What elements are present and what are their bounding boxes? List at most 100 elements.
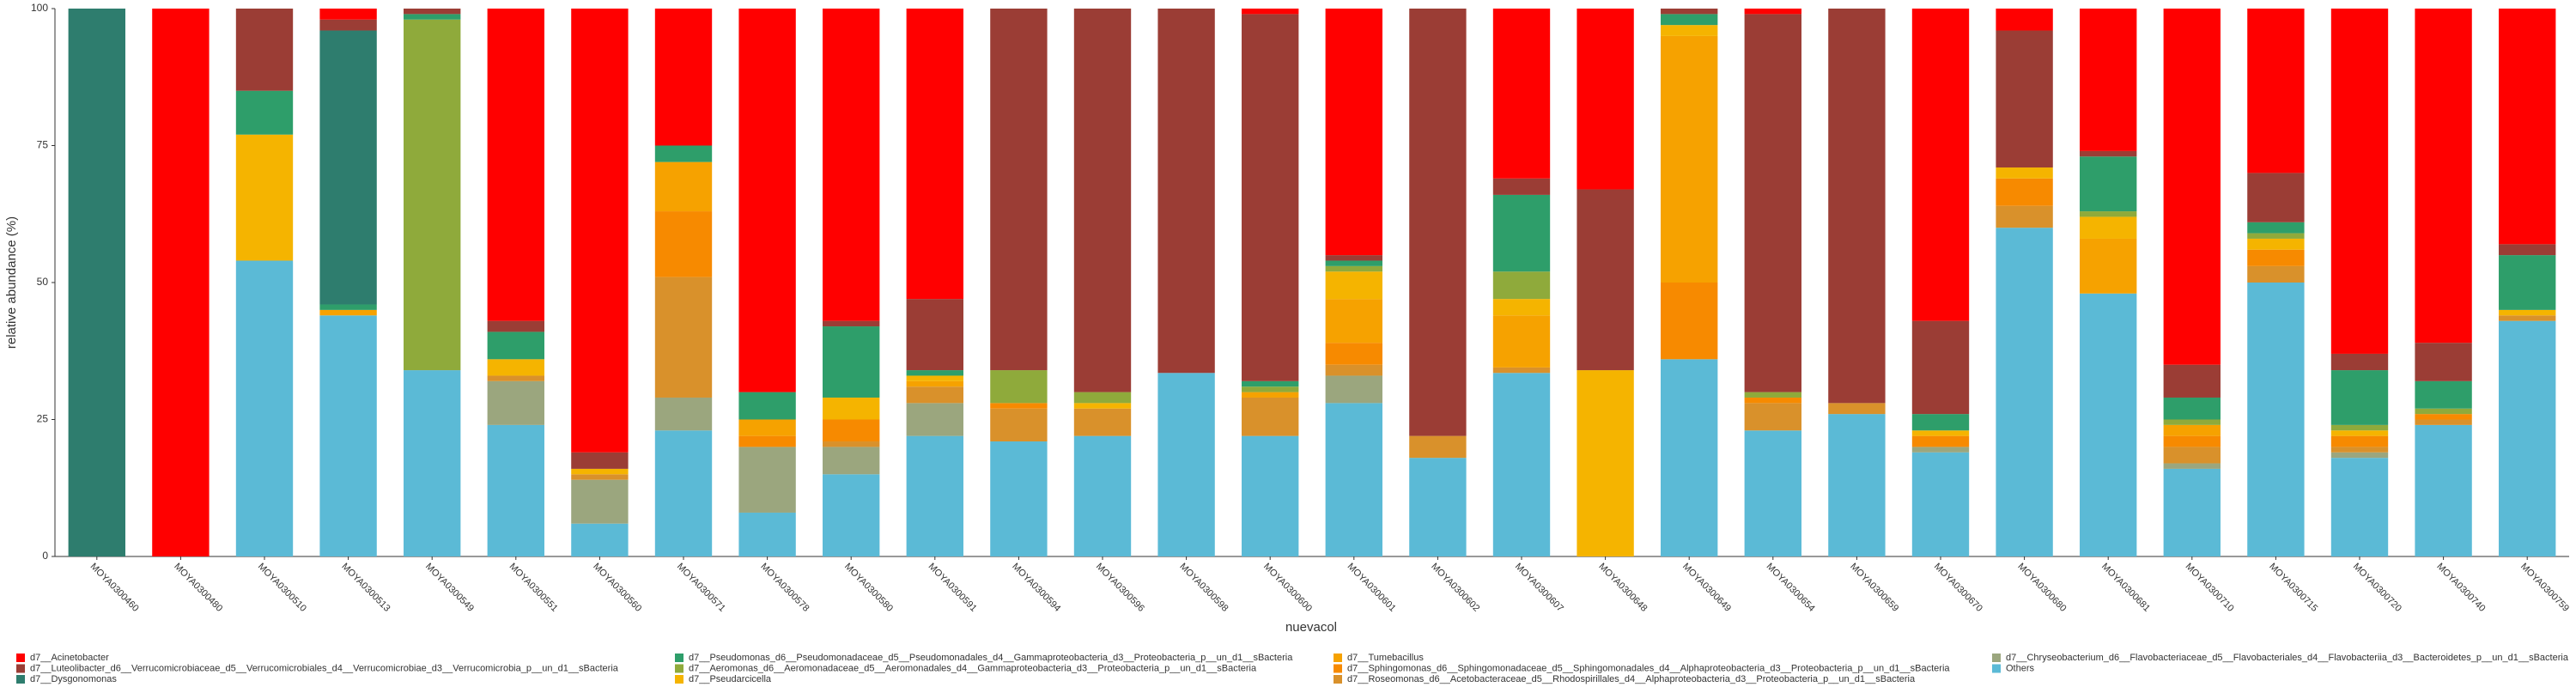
bar-segment	[823, 474, 880, 556]
bar-segment	[2080, 156, 2137, 212]
legend-swatch	[675, 675, 683, 684]
legend-label: d7__Aeromonas_d6__Aeromonadaceae_d5__Aer…	[689, 663, 1257, 673]
y-tick-label: 0	[42, 550, 48, 562]
bar-segment	[1157, 9, 1215, 374]
bar-segment	[2330, 370, 2389, 425]
bar-segment	[654, 9, 713, 146]
bar-segment	[654, 161, 713, 212]
bar-segment	[823, 441, 880, 447]
bar-segment	[1828, 9, 1886, 404]
bar-segment	[906, 375, 963, 381]
legend-label: Others	[2006, 663, 2035, 673]
bar-segment	[906, 386, 963, 404]
legend-label: d7__Pseudomonas_d6__Pseudomonadaceae_d5_…	[689, 653, 1293, 663]
bar-segment	[571, 474, 629, 480]
bar-segment	[1744, 9, 1801, 15]
bar-segment	[1492, 178, 1551, 195]
bar-segment	[1996, 30, 2053, 168]
bar-segment	[1242, 14, 1299, 381]
bar-segment	[1073, 9, 1132, 392]
bar-segment	[2163, 364, 2221, 398]
bar-segment	[1325, 299, 1382, 344]
bar-segment	[1661, 35, 1718, 283]
bar-segment	[2330, 435, 2389, 447]
bar-segment	[235, 90, 294, 135]
legend-swatch	[1334, 675, 1342, 684]
bar-segment	[2415, 343, 2472, 381]
bar-segment	[1661, 283, 1718, 360]
bar-segment	[487, 375, 544, 381]
bar-segment	[2163, 397, 2221, 420]
bar-segment	[1492, 373, 1551, 556]
bar-segment	[2080, 293, 2137, 556]
bar-segment	[1744, 397, 1801, 404]
bar-segment	[2499, 315, 2556, 321]
bar-segment	[152, 9, 210, 556]
bar-segment	[654, 397, 713, 431]
bar-segment	[1325, 255, 1382, 261]
bar-segment	[571, 468, 629, 475]
legend-swatch	[16, 654, 25, 662]
bar-segment	[319, 304, 377, 310]
bar-segment	[2163, 419, 2221, 425]
bar-segment	[571, 9, 629, 453]
bar-segment	[1325, 343, 1382, 365]
bar-segment	[2080, 216, 2137, 239]
legend-label: d7__Sphingomonas_d6__Sphingomonadaceae_d…	[1347, 663, 1950, 673]
bar-segment	[571, 523, 629, 556]
legend-label: d7__Dysgonomonas	[30, 674, 117, 684]
bar-segment	[404, 19, 461, 371]
bar-segment	[1242, 435, 1299, 556]
bar-segment	[319, 9, 377, 20]
bar-segment	[487, 380, 544, 425]
legend-label: d7__Roseomonas_d6__Acetobacteraceae_d5__…	[1347, 674, 1916, 684]
bar-segment	[1325, 265, 1382, 272]
bar-segment	[2163, 9, 2221, 365]
bar-segment	[1577, 9, 1634, 190]
bar-segment	[571, 479, 629, 524]
bar-segment	[738, 392, 796, 420]
bar-segment	[1325, 271, 1382, 300]
bar-segment	[2330, 458, 2389, 556]
bar-segment	[990, 370, 1048, 404]
bar-segment	[1661, 14, 1718, 26]
bar-segment	[2163, 424, 2221, 436]
legend-swatch	[1334, 664, 1342, 673]
bar-segment	[1242, 397, 1299, 436]
bar-segment	[2247, 249, 2305, 266]
bar-segment	[1242, 9, 1299, 15]
bar-segment	[2499, 309, 2556, 316]
legend-swatch	[675, 664, 683, 673]
bar-segment	[1744, 14, 1801, 392]
bar-segment	[2247, 283, 2305, 556]
legend-swatch	[16, 675, 25, 684]
bar-segment	[1242, 380, 1299, 387]
bar-segment	[2330, 353, 2389, 371]
bar-segment	[1661, 9, 1718, 15]
bar-segment	[487, 424, 544, 556]
bar-segment	[2247, 173, 2305, 222]
bar-segment	[1242, 392, 1299, 398]
bar-segment	[990, 441, 1048, 556]
bar-segment	[2499, 9, 2556, 245]
bar-segment	[2330, 9, 2389, 354]
bar-segment	[906, 380, 963, 387]
legend-label: d7__Chryseobacterium_d6__Flavobacteriace…	[2006, 653, 2569, 663]
bar-segment	[2163, 435, 2221, 447]
bar-segment	[2163, 447, 2221, 464]
bar-segment	[1577, 189, 1634, 371]
bar-segment	[1996, 167, 2053, 179]
bar-segment	[1744, 403, 1801, 431]
bar-segment	[1492, 9, 1551, 179]
y-tick-label: 100	[31, 2, 48, 14]
bar-segment	[487, 359, 544, 376]
legend-label: d7__Luteolibacter_d6__Verrucomicrobiacea…	[30, 663, 619, 673]
bar-segment	[319, 315, 377, 556]
bar-segment	[2499, 320, 2556, 556]
bar-segment	[1492, 299, 1551, 316]
bar-segment	[2247, 233, 2305, 239]
bar-segment	[1577, 370, 1634, 556]
bar-segment	[68, 9, 125, 556]
bar-segment	[2247, 238, 2305, 250]
